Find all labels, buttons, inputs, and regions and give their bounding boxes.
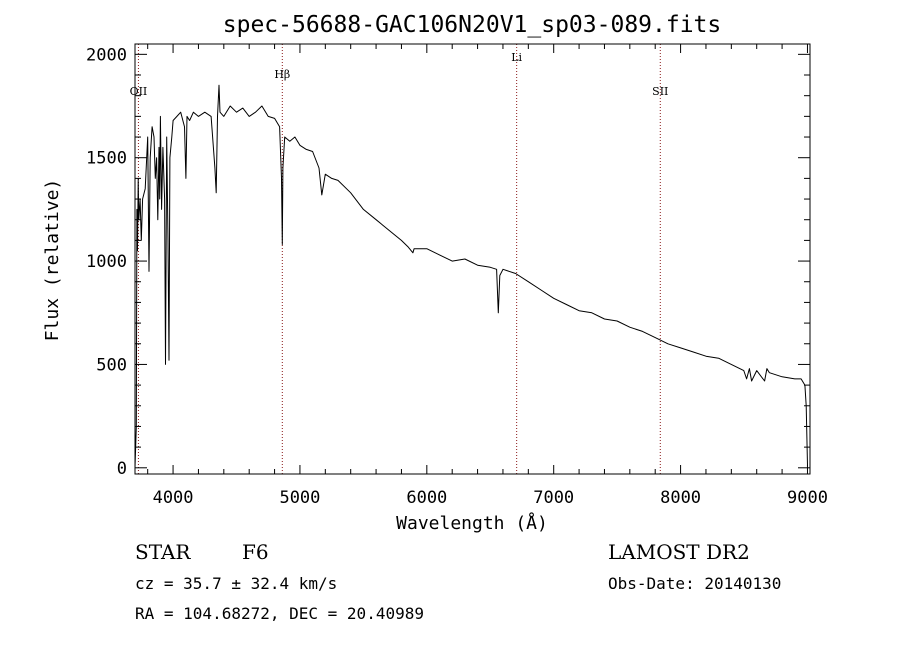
line-marker-label: OII	[130, 85, 148, 98]
y-tick-label: 0	[117, 459, 127, 479]
spectrum-series-line	[134, 84, 808, 468]
info-panel: STAR F6 LAMOST DR2 cz = 35.7 ± 32.4 km/s…	[135, 540, 781, 623]
y-axis-label: Flux (relative)	[42, 179, 63, 342]
x-tick-label: 9000	[787, 488, 828, 508]
y-tick-label: 500	[96, 355, 127, 375]
x-tick-label: 6000	[406, 488, 447, 508]
x-tick-label: 4000	[153, 488, 194, 508]
x-axis-label: Wavelength (Å)	[396, 512, 548, 534]
line-marker-label: Li	[511, 51, 522, 64]
y-tick-label: 1500	[86, 149, 127, 169]
plot-frame	[134, 43, 811, 475]
object-class: STAR	[135, 540, 191, 564]
x-tick-label: 8000	[660, 488, 701, 508]
chart-title: spec-56688-GAC106N20V1_sp03-089.fits	[223, 12, 722, 38]
line-marker-label: SII	[652, 85, 668, 98]
redshift-cz: cz = 35.7 ± 32.4 km/s	[135, 574, 337, 593]
observation-date: Obs-Date: 20140130	[608, 574, 781, 593]
line-markers: OII Hβ Li SII	[130, 44, 668, 474]
x-tick-label: 7000	[533, 488, 574, 508]
x-tick-label: 5000	[279, 488, 320, 508]
y-tick-label: 2000	[86, 45, 127, 65]
axis-ticks: 4000 5000 6000 7000 8000 9000 0 500 1000 1500 2000	[86, 44, 828, 508]
survey-name: LAMOST DR2	[608, 540, 750, 564]
ra-dec-coordinates: RA = 104.68272, DEC = 20.40989	[135, 604, 424, 623]
line-marker-label: Hβ	[274, 68, 290, 81]
object-subclass: F6	[242, 540, 269, 564]
y-tick-label: 1000	[86, 252, 127, 272]
